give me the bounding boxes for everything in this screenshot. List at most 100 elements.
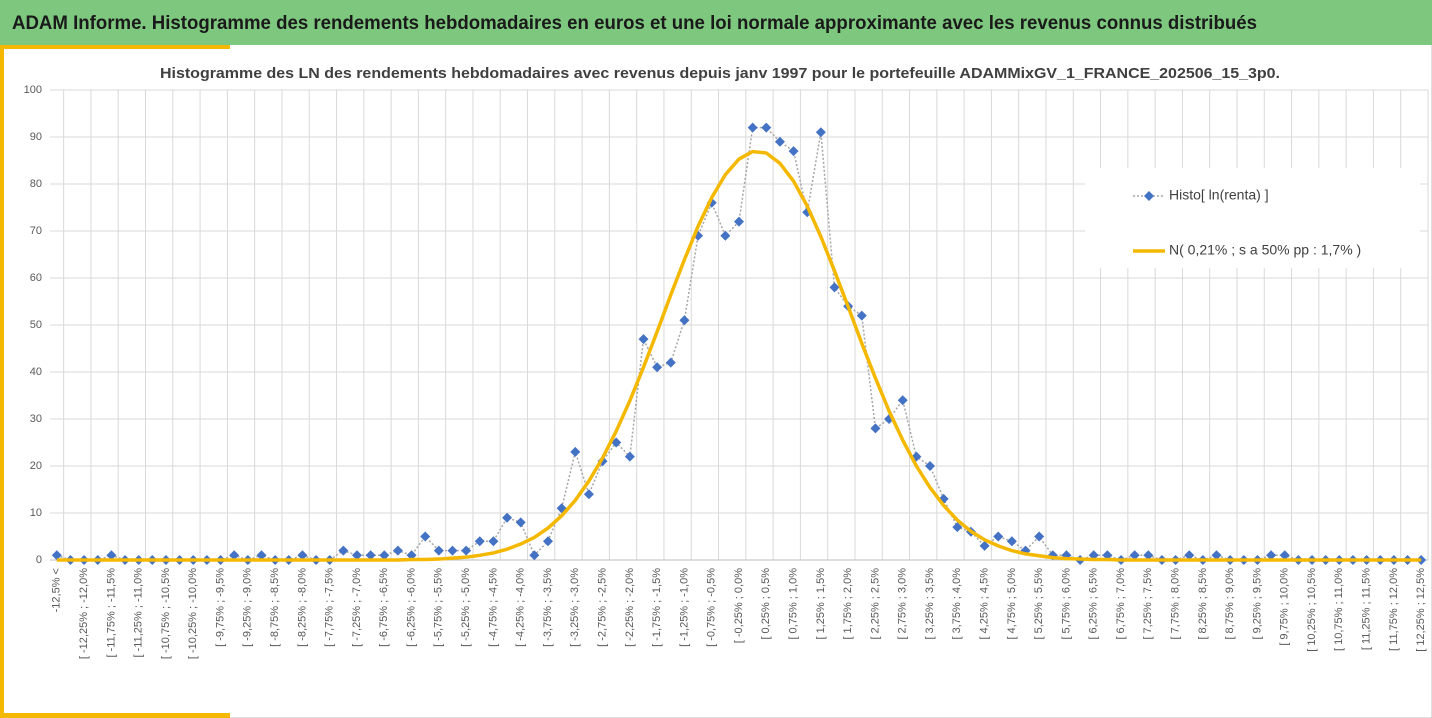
data-point — [993, 531, 1004, 542]
x-tick-label: [ -10,25% ; -10,0% — [187, 568, 199, 659]
x-tick-label: [ -7,75% ; -7,5% — [324, 568, 336, 647]
x-tick-label: [ 1,25% ; 1,5% — [815, 568, 827, 640]
x-tick-label: [ -4,75% ; -4,5% — [487, 568, 499, 647]
legend-label: N( 0,21% ; s a 50% pp : 1,7% ) — [1169, 242, 1361, 258]
data-point — [338, 545, 349, 556]
data-point — [652, 362, 663, 373]
x-tick-label: [ 9,75% ; 10,0% — [1279, 568, 1291, 646]
data-point — [679, 315, 690, 326]
x-tick-label: [ 11,25% ; 11,5% — [1361, 568, 1373, 650]
x-tick-label: [ -6,75% ; -6,5% — [378, 568, 390, 647]
header-title: ADAM Informe. Histogramme des rendements… — [12, 13, 1257, 34]
y-tick-label: 80 — [30, 178, 42, 190]
x-tick-label: [ -3,25% ; -3,0% — [569, 568, 581, 647]
data-point — [502, 512, 513, 523]
data-point — [815, 127, 826, 138]
x-tick-label: [ -7,25% ; -7,0% — [351, 568, 363, 647]
data-point — [447, 545, 458, 556]
data-point — [870, 423, 881, 434]
accent — [0, 713, 230, 718]
data-point — [638, 334, 649, 345]
y-tick-label: 0 — [36, 554, 42, 566]
data-point — [747, 122, 758, 133]
data-point — [229, 550, 240, 561]
data-point — [897, 395, 908, 406]
data-point — [952, 522, 963, 533]
data-point — [474, 536, 485, 547]
x-tick-label: [ 1,75% ; 2,0% — [842, 568, 854, 640]
x-tick-label: [ 9,25% ; 9,5% — [1251, 568, 1263, 640]
x-tick-label: [ 5,75% ; 6,0% — [1060, 568, 1072, 640]
y-tick-label: 30 — [30, 413, 42, 425]
data-point — [488, 536, 499, 547]
header-bar — [0, 0, 1432, 45]
data-point — [624, 451, 635, 462]
x-tick-label: [ 4,25% ; 4,5% — [978, 568, 990, 640]
y-tick-label: 10 — [30, 507, 42, 519]
chart-title: Histogramme des LN des rendements hebdom… — [160, 65, 1280, 82]
data-point — [829, 282, 840, 293]
x-tick-label: [ -2,25% ; -2,0% — [624, 568, 636, 647]
x-tick-label: [ 5,25% ; 5,5% — [1033, 568, 1045, 640]
y-tick-label: 40 — [30, 366, 42, 378]
data-point — [106, 550, 117, 561]
data-point — [433, 545, 444, 556]
data-point — [379, 550, 390, 561]
x-tick-label: [ -5,25% ; -5,0% — [460, 568, 472, 647]
data-point — [1034, 531, 1045, 542]
data-point — [365, 550, 376, 561]
data-point — [351, 550, 362, 561]
x-tick-label: [ -8,75% ; -8,5% — [269, 568, 281, 647]
data-point — [720, 230, 731, 241]
data-point — [1129, 550, 1140, 561]
x-tick-label: [ 4,75% ; 5,0% — [1006, 568, 1018, 640]
x-tick-label: [ -11,75% ; -11,5% — [105, 568, 117, 658]
data-point — [611, 437, 622, 448]
x-tick-label: [ -3,75% ; -3,5% — [542, 568, 554, 647]
data-point — [583, 489, 594, 500]
data-point — [1006, 536, 1017, 547]
data-point — [51, 550, 62, 561]
x-tick-label: [ 7,75% ; 8,0% — [1170, 568, 1182, 640]
data-point — [788, 146, 799, 157]
x-tick-label: [ 0,25% ; 0,5% — [760, 568, 772, 640]
x-tick-label: [ 10,25% ; 10,5% — [1306, 568, 1318, 652]
data-point — [1143, 550, 1154, 561]
legend-label: Histo[ ln(renta) ] — [1169, 187, 1269, 203]
x-tick-label: [ -9,75% ; -9,5% — [214, 568, 226, 647]
data-point — [529, 550, 540, 561]
x-tick-label: [ -6,25% ; -6,0% — [405, 568, 417, 647]
x-tick-label: [ -4,25% ; -4,0% — [515, 568, 527, 647]
x-tick-label: -12,5% < — [51, 568, 63, 612]
x-tick-label: [ -10,75% ; -10,5% — [160, 568, 172, 659]
accent — [0, 45, 230, 49]
data-point — [1266, 550, 1277, 561]
data-point — [734, 216, 744, 227]
x-tick-label: [ -0,25% ; 0,0% — [733, 568, 745, 643]
x-tick-label: [ 6,75% ; 7,0% — [1115, 568, 1127, 640]
data-point — [1184, 550, 1195, 561]
y-tick-label: 60 — [30, 272, 42, 284]
data-point — [461, 545, 472, 556]
x-tick-label: [ -12,25% ; -12,0% — [78, 568, 90, 659]
y-tick-label: 50 — [30, 319, 42, 331]
x-tick-label: [ 6,25% ; 6,5% — [1088, 568, 1100, 640]
x-tick-label: [ 2,75% ; 3,0% — [897, 568, 909, 640]
x-tick-label: [ 2,25% ; 2,5% — [869, 568, 881, 640]
data-point — [761, 122, 772, 133]
data-point — [979, 540, 990, 551]
x-tick-label: [ -5,75% ; -5,5% — [433, 568, 445, 647]
data-point — [570, 446, 581, 457]
y-tick-label: 90 — [30, 131, 42, 143]
data-point — [297, 550, 308, 561]
legend-marker — [1144, 191, 1154, 201]
x-tick-label: [ -1,75% ; -1,5% — [651, 568, 663, 647]
data-point — [665, 357, 676, 368]
x-tick-label: [ 3,75% ; 4,0% — [951, 568, 963, 640]
data-point — [925, 461, 936, 471]
x-tick-label: [ 10,75% ; 11,0% — [1333, 568, 1345, 651]
x-tick-label: [ 8,25% ; 8,5% — [1197, 568, 1209, 640]
data-point — [1211, 550, 1222, 561]
